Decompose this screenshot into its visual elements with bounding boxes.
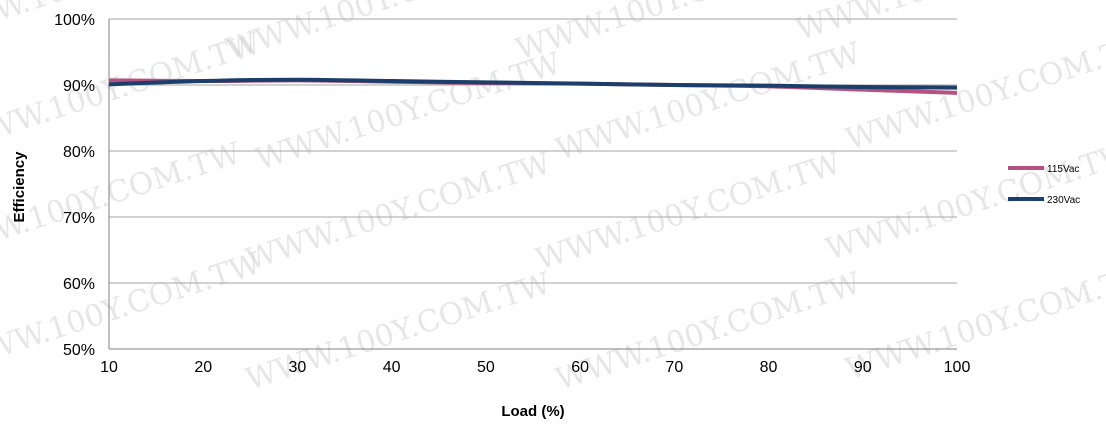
watermark-text: WWW.100Y.COM.TW bbox=[512, 0, 826, 68]
y-tick-labels: 50% 60% 70% 80% 90% 100% bbox=[54, 12, 95, 359]
y-tick-label: 50% bbox=[63, 342, 95, 359]
x-tick-label: 40 bbox=[383, 359, 401, 376]
y-axis-title: Efficiency bbox=[11, 151, 28, 223]
y-tick-label: 80% bbox=[63, 144, 95, 161]
axes bbox=[108, 19, 957, 350]
watermark-text: WWW.100Y.COM.TW bbox=[842, 256, 1106, 388]
y-tick-label: 60% bbox=[63, 276, 95, 293]
watermark-layer: WWW.100Y.COM.TWWWW.100Y.COM.TWWWW.100Y.C… bbox=[0, 0, 1106, 398]
legend-label-115vac: 115Vac bbox=[1047, 164, 1079, 175]
legend: 115Vac 230Vac bbox=[1008, 164, 1080, 206]
x-axis-title: Load (%) bbox=[501, 403, 564, 420]
y-tick-label: 100% bbox=[54, 12, 95, 29]
y-tick-label: 70% bbox=[63, 210, 95, 227]
x-tick-label: 10 bbox=[100, 359, 118, 376]
series-line-230vac bbox=[108, 77, 958, 90]
x-tick-label: 30 bbox=[289, 359, 307, 376]
watermark-text: WWW.100Y.COM.TW bbox=[532, 146, 846, 278]
series-lines bbox=[108, 77, 958, 95]
x-tick-label: 80 bbox=[760, 359, 778, 376]
watermark-text: WWW.100Y.COM.TW bbox=[552, 266, 866, 398]
x-tick-label: 60 bbox=[571, 359, 589, 376]
x-tick-label: 20 bbox=[194, 359, 212, 376]
watermark-text: WWW.100Y.COM.TW bbox=[0, 136, 245, 268]
legend-label-230vac: 230Vac bbox=[1047, 195, 1080, 206]
watermark-text: WWW.100Y.COM.TW bbox=[242, 266, 556, 398]
watermark-text: WWW.100Y.COM.TW bbox=[552, 36, 866, 168]
x-tick-labels: 10 20 30 40 50 60 70 80 90 100 bbox=[100, 359, 970, 376]
x-tick-label: 100 bbox=[944, 359, 971, 376]
x-tick-label: 50 bbox=[477, 359, 495, 376]
watermark-text: WWW.100Y.COM.TW bbox=[222, 0, 536, 68]
x-tick-label: 90 bbox=[854, 359, 872, 376]
x-tick-label: 70 bbox=[665, 359, 683, 376]
y-tick-label: 90% bbox=[63, 78, 95, 95]
watermark-text: WWW.100Y.COM.TW bbox=[0, 246, 265, 378]
